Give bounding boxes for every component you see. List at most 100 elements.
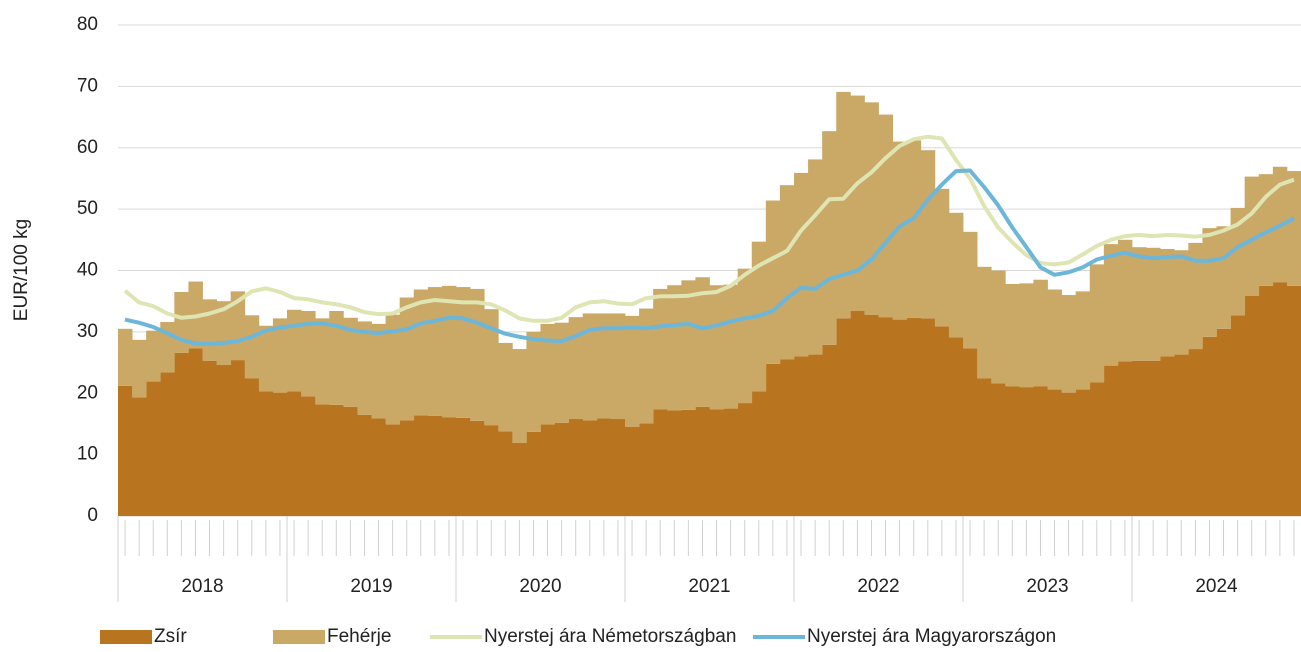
x-group-label: 2018 [181,576,223,597]
bar-segment [413,289,429,416]
bar-segment [1005,386,1020,516]
bar-segment [1258,285,1274,516]
bar-segment [1047,289,1062,390]
bar-segment [1160,356,1175,516]
bar-segment [202,299,217,361]
bar-segment [864,314,879,516]
bar-segment [934,326,950,516]
legend-label: Nyerstej ára Magyarországon [807,626,1056,647]
bar-segment [272,392,288,516]
bar-segment [765,200,781,364]
y-tick-label: 50 [77,198,98,219]
bar-segment [441,285,457,418]
bar-segment [653,409,668,516]
line [124,168,1295,347]
bar-segment [1117,361,1133,516]
legend-label: Nyerstej ára Németországban [484,626,736,647]
bar-segment [484,309,499,426]
bar-segment [836,91,851,319]
bar-segment [272,318,288,393]
bar-segment [1272,282,1288,516]
bar-segment [906,140,922,318]
bar-segment [723,284,739,409]
bar-segment [470,288,485,421]
bar-segment [779,359,795,516]
bar-segment [948,337,964,516]
bar-segment [1061,392,1077,516]
bar-segment [174,291,189,353]
bar-segment [1033,279,1048,387]
bar-segment [118,328,133,386]
bar-segment [596,418,612,516]
bar-segment [399,297,415,421]
bar-segment [315,318,330,405]
bar-segment [1061,295,1077,393]
bar-segment [1216,226,1231,329]
bar-segment [737,268,753,404]
bar-segment [146,381,161,516]
bar-segment [498,431,513,516]
bar-segment [230,360,246,516]
bar-segment [892,141,908,320]
bar-segment [836,318,851,516]
bar-segment [765,363,781,516]
bar-segment [1202,336,1217,516]
bar-segment [1047,389,1062,516]
bar-segment [188,348,203,516]
bar-segment [1286,285,1301,516]
y-tick-label: 80 [77,14,98,35]
bar-segment [526,331,541,432]
bar-segment [977,378,992,516]
x-group-label: 2022 [857,576,899,597]
bar-segment [963,231,978,349]
bar-segment [1132,247,1147,361]
bar-segment [1019,387,1034,516]
bar-segment [934,188,950,327]
bar-segment [258,325,274,392]
bar-segment [1033,386,1048,516]
y-tick-label: 10 [77,444,98,465]
bar-segment [1103,365,1119,516]
bar-segment [244,315,260,379]
bar-segment [709,409,724,516]
bar-segment [371,418,386,516]
bar-segment [413,415,429,516]
bar-segment [1174,354,1189,516]
bar-segment [963,348,978,516]
bar-segment [1019,283,1034,388]
bar-segment [625,427,640,516]
bar-segment [1230,315,1246,516]
bar-segment [681,280,696,410]
bar-segment [554,422,570,516]
bar-segment [287,391,302,516]
bar-segment [667,285,682,411]
bar-segment [568,419,584,516]
bar-segment [540,323,555,425]
bar-segment [202,360,217,516]
bar-segment [315,404,330,516]
bar-segment [216,365,232,516]
y-tick-label: 0 [87,505,98,526]
bar-segment [808,354,823,516]
x-group-label: 2023 [1026,576,1068,597]
bar-segment [582,313,598,421]
bar-segment [385,314,401,425]
bar-segment [709,285,724,410]
y-axis-label: EUR/100 kg [11,219,32,321]
bar-segment [864,102,879,315]
bar-segment [118,385,133,516]
bar-segment [329,311,344,405]
bar-segment [301,396,316,516]
bar-segment [639,423,654,516]
bar-segment [399,420,415,516]
bar-segment [1146,247,1161,361]
bar-segment [357,321,372,415]
x-group-label: 2020 [519,576,561,597]
bar-segment [751,391,767,516]
x-group-label: 2021 [688,576,730,597]
bar-segment [1117,239,1133,362]
bar-segment [343,317,358,407]
bar-segment [878,114,893,318]
bar-segment [1202,228,1217,337]
bar-segment [681,409,696,516]
